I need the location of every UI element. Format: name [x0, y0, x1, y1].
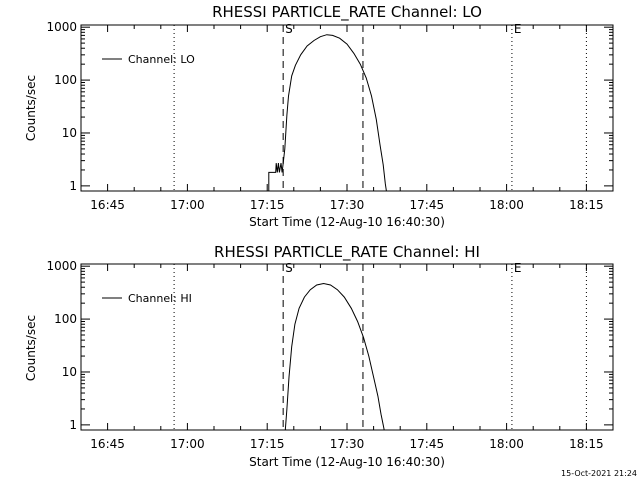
series-line-hi: [284, 282, 385, 430]
y-tick-label-lo: 1000: [46, 20, 77, 34]
x-tick-label-lo: 18:15: [569, 198, 604, 212]
chart-title-lo: RHESSI PARTICLE_RATE Channel: LO: [212, 3, 482, 22]
legend-label-hi: Channel: HI: [128, 292, 192, 305]
x-tick-label-lo: 18:00: [489, 198, 524, 212]
x-axis-label-hi: Start Time (12-Aug-10 16:40:30): [249, 455, 445, 469]
series-line-lo: [268, 34, 387, 191]
plot-area-hi: S E 16:45 17:00 17:15 17:30 17:45 18:00 18:15 1 10…: [46, 259, 614, 451]
x-tick-label-lo: 16:45: [90, 198, 125, 212]
x-tick-label-hi: 17:30: [330, 437, 365, 451]
y-axis-label-lo: Counts/sec: [24, 75, 38, 141]
y-tick-label-hi: 1: [69, 418, 77, 432]
x-tick-label-hi: 18:15: [569, 437, 604, 451]
marker-label-lo-e: E: [514, 22, 522, 36]
x-tick-label-hi: 18:00: [489, 437, 524, 451]
y-tick-label-hi: 100: [54, 312, 77, 326]
x-tick-label-lo: 17:30: [330, 198, 365, 212]
plot-frame-hi: [80, 263, 614, 431]
y-axis-label-hi: Counts/sec: [24, 315, 38, 381]
x-tick-label-hi: 17:45: [410, 437, 445, 451]
plot-frame-lo: [80, 24, 614, 192]
x-tick-label-lo: 17:00: [170, 198, 205, 212]
marker-label-hi-s: S: [285, 261, 293, 275]
x-tick-label-lo: 17:45: [410, 198, 445, 212]
x-tick-label-hi: 16:45: [90, 437, 125, 451]
y-tick-label-hi: 1000: [46, 259, 77, 273]
marker-label-hi-e: E: [514, 261, 522, 275]
x-axis-label-lo: Start Time (12-Aug-10 16:40:30): [249, 215, 445, 229]
plot-area-lo: S E 16:45 17:00 17:15 17:30 17:45 18:00 18:15 1 10…: [46, 20, 614, 212]
y-tick-label-lo: 10: [62, 126, 77, 140]
legend-label-lo: Channel: LO: [128, 53, 195, 66]
y-tick-label-lo: 100: [54, 73, 77, 87]
marker-label-lo-s: S: [285, 22, 293, 36]
x-tick-label-hi: 17:00: [170, 437, 205, 451]
footer-timestamp: 15-Oct-2021 21:24: [561, 469, 637, 478]
y-tick-label-hi: 10: [62, 365, 77, 379]
x-tick-label-hi: 17:15: [250, 437, 285, 451]
chart-title-hi: RHESSI PARTICLE_RATE Channel: HI: [214, 243, 480, 262]
panel-lo: RHESSI PARTICLE_RATE Channel: LO S E 16:45…: [24, 3, 614, 229]
panel-hi: RHESSI PARTICLE_RATE Channel: HI S E 16:45…: [24, 243, 614, 469]
y-tick-label-lo: 1: [69, 179, 77, 193]
x-tick-label-lo: 17:15: [250, 198, 285, 212]
